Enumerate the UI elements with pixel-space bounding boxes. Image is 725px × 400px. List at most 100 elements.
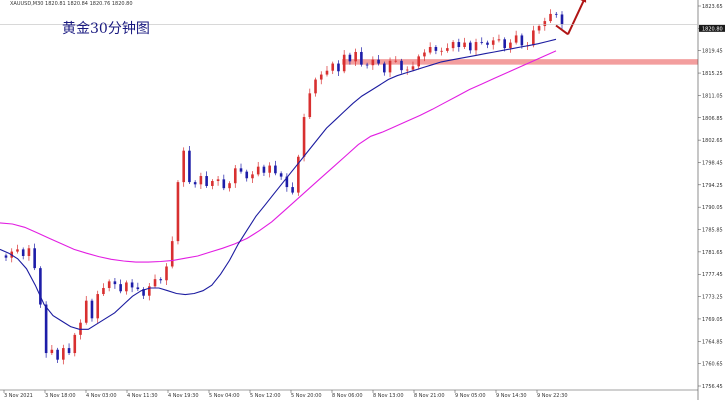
ma-slow-line (0, 50, 557, 263)
candle-body (67, 348, 71, 354)
candle-body (136, 287, 140, 290)
candle-body (554, 13, 558, 15)
candle-body (90, 300, 94, 319)
price-tick-label: 1790.05 (702, 205, 723, 211)
candle-body (503, 39, 506, 49)
candle-body (446, 48, 449, 51)
time-tick-label: 5 Nov 20:00 (291, 393, 322, 399)
candle-body (102, 287, 105, 295)
candle-body (365, 64, 369, 66)
time-tick-label: 9 Nov 14:30 (496, 393, 527, 399)
candle-body (239, 168, 243, 172)
symbol-info: XAUUSD,M30 1820.81 1820.84 1820.76 1820.… (10, 1, 133, 7)
price-tick-label: 1806.85 (702, 116, 723, 122)
candle-body (440, 50, 443, 52)
candle-body (56, 349, 59, 360)
price-tick-label: 1811.05 (702, 93, 723, 99)
candle-body (428, 47, 432, 53)
candle-body (468, 42, 472, 51)
candle-body (486, 42, 489, 45)
candle-body (113, 281, 117, 285)
candle-body (44, 304, 48, 354)
candle-body (474, 42, 478, 51)
candle-body (497, 39, 501, 41)
candle-body (228, 183, 231, 189)
candle-body (285, 176, 289, 188)
candle-body (325, 70, 329, 75)
candle-body (165, 266, 168, 281)
candle-body (337, 63, 340, 72)
candle-body (463, 42, 466, 48)
candle-body (256, 166, 260, 175)
time-tick-label: 8 Nov 21:00 (414, 393, 445, 399)
candle-body (142, 289, 145, 296)
time-tick-label: 8 Nov 13:00 (373, 393, 404, 399)
price-tick-label: 1777.45 (702, 272, 723, 278)
candle-body (96, 294, 100, 319)
candle-body (491, 40, 495, 45)
candle-body (560, 14, 564, 25)
resistance-zone (342, 59, 698, 65)
candle-body (377, 59, 380, 64)
candle-body (188, 150, 191, 183)
candle-body (537, 26, 541, 31)
price-tick-label: 1802.65 (702, 138, 723, 144)
forecast-arrow-up (567, 0, 586, 35)
candle-body (291, 187, 294, 193)
candle-body (130, 282, 134, 288)
candle-body (73, 334, 77, 354)
candle-body (314, 79, 317, 94)
time-tick-label: 5 Nov 04:00 (209, 393, 240, 399)
forecast-arrowhead (580, 0, 587, 3)
candle-body (360, 51, 363, 65)
time-tick-label: 4 Nov 11:30 (127, 393, 158, 399)
candle-body (170, 241, 174, 267)
candle-body (388, 60, 392, 73)
candle-body (125, 282, 128, 292)
time-tick-label: 4 Nov 19:30 (168, 393, 199, 399)
candle-body (371, 59, 375, 66)
candle-body (21, 249, 25, 257)
ma-fast-line (0, 38, 557, 330)
candle-body (193, 182, 197, 185)
candle-body (308, 93, 312, 118)
candle-body (62, 348, 65, 360)
time-tick-label: 8 Nov 06:00 (332, 393, 363, 399)
candle-body (434, 47, 438, 51)
candle-body (50, 349, 54, 354)
price-tick-label: 1760.65 (702, 362, 723, 368)
candle-body (16, 249, 19, 252)
candle-body (331, 63, 335, 71)
price-tick-label: 1785.85 (702, 228, 723, 234)
candle-body (205, 176, 208, 186)
candle-body (383, 63, 386, 73)
price-tick-label: 1798.45 (702, 160, 723, 166)
candle-body (153, 279, 157, 287)
chart-caption: 黄金30分钟图 (62, 21, 150, 37)
candle-body (84, 300, 88, 323)
candle-body (274, 165, 277, 174)
candle-body (520, 35, 524, 46)
candle-body (342, 54, 346, 72)
candle-body (297, 156, 300, 193)
price-tick-label: 1815.25 (702, 71, 723, 77)
candle-body (394, 60, 398, 62)
candle-body (233, 168, 237, 184)
candle-body (417, 56, 421, 67)
candle-body (4, 255, 8, 258)
candle-body (33, 248, 36, 269)
candle-body (411, 66, 415, 70)
candle-body (216, 179, 220, 182)
candle-body (159, 279, 163, 281)
candle-body (182, 150, 185, 183)
time-tick-label: 9 Nov 22:30 (537, 393, 568, 399)
candle-body (549, 13, 552, 22)
price-tick-label: 1764.85 (702, 339, 723, 345)
price-tick-label: 1823.65 (702, 4, 723, 10)
time-tick-label: 3 Nov 18:00 (45, 393, 76, 399)
candle-body (451, 42, 455, 49)
candle-body (405, 69, 409, 71)
time-tick-label: 5 Nov 12:00 (250, 393, 281, 399)
current-price-tag (699, 24, 725, 32)
